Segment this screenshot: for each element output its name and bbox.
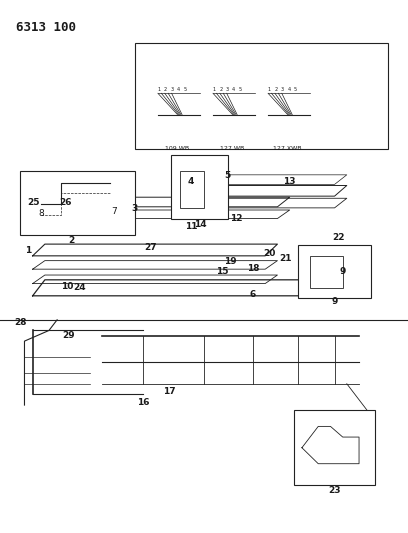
Text: 2: 2 [274,87,277,92]
Text: 6313 100: 6313 100 [16,21,76,34]
Text: 5: 5 [294,87,297,92]
Text: 5: 5 [184,87,187,92]
Text: 22: 22 [333,233,345,241]
FancyBboxPatch shape [20,171,135,235]
Text: 20: 20 [263,249,275,257]
Text: 19: 19 [224,257,237,265]
Text: 13: 13 [284,177,296,185]
Text: 6: 6 [250,290,256,299]
Bar [180,171,204,208]
Text: 5: 5 [239,87,242,92]
Text: 14: 14 [194,220,206,229]
Text: 8: 8 [38,209,44,219]
Text: 3: 3 [226,87,229,92]
Text: 3: 3 [131,205,138,213]
Text: 28: 28 [14,318,27,327]
Text: 25: 25 [27,198,40,207]
Text: 3: 3 [171,87,174,92]
Text: 27: 27 [145,244,157,252]
Text: 7: 7 [111,207,117,216]
Text: 21: 21 [279,254,292,263]
Text: 4: 4 [232,87,235,92]
FancyBboxPatch shape [171,155,228,219]
Text: 2: 2 [219,87,222,92]
Text: 18: 18 [247,264,259,273]
Text: 2: 2 [68,237,75,245]
FancyBboxPatch shape [298,245,371,298]
Text: 4: 4 [177,87,180,92]
Text: 12: 12 [231,214,243,223]
Text: 1: 1 [213,87,216,92]
Text: 15: 15 [216,268,228,276]
Text: 16: 16 [137,398,149,407]
Text: 5: 5 [224,171,231,180]
Text: 1: 1 [268,87,271,92]
Text: 11: 11 [185,222,197,231]
Bar [310,256,343,288]
FancyBboxPatch shape [135,43,388,149]
Text: 24: 24 [73,284,86,292]
Text: 10: 10 [61,282,73,290]
Text: 2: 2 [164,87,167,92]
FancyBboxPatch shape [294,410,375,485]
Text: 109 WB: 109 WB [165,146,190,151]
Text: 9: 9 [339,268,346,276]
Text: 127 WB: 127 WB [220,146,245,151]
Text: 26: 26 [59,198,71,207]
Text: 1: 1 [24,246,31,255]
Text: 4: 4 [287,87,290,92]
Text: 3: 3 [281,87,284,92]
Text: 1: 1 [157,87,161,92]
Text: 4: 4 [188,177,194,185]
Text: 29: 29 [62,332,75,340]
Text: 9: 9 [331,297,338,306]
Text: 127 XWB: 127 XWB [273,146,302,151]
Text: 17: 17 [163,387,175,396]
Text: 23: 23 [328,486,341,495]
